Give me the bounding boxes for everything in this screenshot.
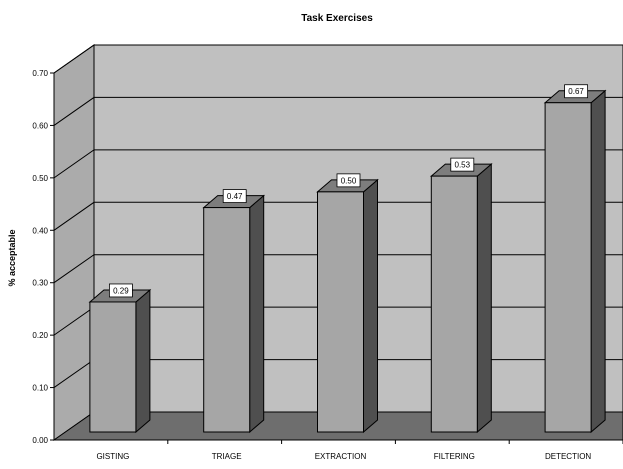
data-label: 0.50 (341, 176, 357, 185)
data-label: 0.67 (568, 87, 584, 96)
gridline (53, 149, 623, 179)
chart-title: Task Exercises (301, 13, 373, 24)
data-label-box (336, 173, 361, 188)
x-tick-label: FILTERING (434, 452, 475, 461)
data-label: 0.47 (227, 192, 243, 201)
side-wall (53, 44, 95, 441)
bar-side (363, 178, 378, 434)
bar-side (476, 163, 492, 434)
bar-front (317, 191, 364, 433)
y-tick-label: 0.40 (32, 226, 48, 235)
bar-side (590, 89, 606, 434)
data-label: 0.53 (455, 161, 471, 170)
data-label-box (222, 189, 247, 203)
y-tick-label: 0.30 (32, 279, 48, 288)
bar-gisting (88, 288, 152, 434)
gridline (53, 44, 623, 74)
y-tick-label: 0.70 (32, 69, 48, 78)
data-label-box (109, 283, 133, 298)
y-tick-label: 0.20 (32, 331, 48, 340)
bar-front (203, 207, 251, 433)
data-label-box (450, 157, 475, 172)
bar-front (89, 301, 137, 433)
x-tick-label: TRIAGE (212, 452, 242, 461)
y-tick-label: 0.10 (32, 384, 48, 393)
bar-detection (543, 89, 607, 434)
y-tick-label: 0.60 (32, 121, 48, 130)
bar-side (249, 194, 265, 434)
gridline (53, 96, 623, 126)
y-axis-label: % acceptable (7, 229, 17, 286)
bar-filtering (429, 163, 493, 434)
x-tick-label: EXTRACTION (315, 452, 367, 461)
x-tick-label: GISTING (96, 452, 129, 461)
bar-front (430, 175, 478, 433)
data-label-box (564, 84, 588, 99)
data-label: 0.29 (113, 286, 129, 295)
x-tick-label: DETECTION (545, 452, 591, 461)
bar-triage (202, 194, 266, 434)
y-tick-label: 0.50 (32, 174, 48, 183)
y-tick-label: 0.00 (32, 436, 48, 445)
bar-front (544, 102, 592, 433)
bar-extraction (316, 178, 379, 434)
bar-side (135, 288, 151, 434)
